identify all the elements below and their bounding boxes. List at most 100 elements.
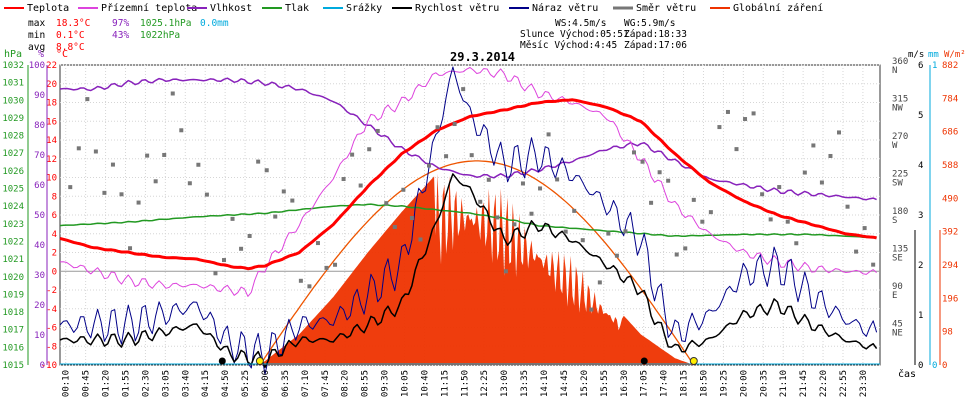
x-tick-label: 09:30 bbox=[381, 370, 391, 397]
temperature-tick-label: 4 bbox=[52, 230, 57, 240]
temperature-tick-label: -4 bbox=[46, 305, 57, 315]
wind-direction-mark bbox=[93, 149, 98, 154]
x-tick-label: 11:50 bbox=[460, 370, 470, 397]
legend-label: Teplota bbox=[27, 3, 69, 14]
humidity-tick-label: 90 bbox=[34, 91, 45, 101]
wind-speed-line bbox=[59, 173, 878, 369]
wind-direction-mark bbox=[495, 215, 500, 220]
radiation-tick-label: 490 bbox=[942, 194, 958, 204]
legend-item-globalni-zareni: Globální záření bbox=[710, 2, 823, 14]
stats-avg-temp: 8.8°C bbox=[56, 42, 85, 53]
x-tick-label: 07:10 bbox=[301, 370, 311, 397]
wind-direction-compass-label: NW bbox=[892, 104, 903, 114]
stats-block: max 18.3°C 97% 1025.1hPa 0.0mm min 0.1°C… bbox=[28, 18, 687, 53]
legend-label: Vlhkost bbox=[210, 3, 252, 14]
wind-direction-mark bbox=[563, 229, 568, 234]
pressure-tick-label: 1019 bbox=[2, 290, 24, 300]
wind-direction-mark bbox=[819, 180, 824, 185]
wind-direction-mark bbox=[119, 192, 124, 197]
wind-direction-mark bbox=[409, 216, 414, 221]
legend: Teplota Přízemní teplota Vlhkost Tlak Sr… bbox=[4, 2, 823, 14]
x-tick-label: 20:00 bbox=[739, 370, 749, 397]
temperature-tick-label: -2 bbox=[46, 286, 57, 296]
x-tick-label: 00:10 bbox=[62, 370, 72, 397]
x-tick-label: 13:35 bbox=[520, 370, 530, 397]
humidity-tick-label: 30 bbox=[34, 271, 45, 281]
wind-direction-mark bbox=[768, 217, 773, 222]
x-tick-label: 01:55 bbox=[121, 370, 131, 397]
legend-item-rychlost-vetru: Rychlost větru bbox=[392, 2, 499, 14]
wind-direction-mark bbox=[392, 225, 397, 230]
wind-direction-mark bbox=[256, 159, 261, 164]
wind-direction-mark bbox=[632, 150, 636, 155]
wind-direction-mark bbox=[85, 97, 90, 102]
wind-direction-mark bbox=[614, 253, 619, 258]
wind-direction-mark bbox=[837, 130, 841, 135]
pressure-tick-label: 1026 bbox=[2, 167, 24, 177]
wind-direction-mark bbox=[222, 258, 226, 263]
x-tick-label: 15:55 bbox=[600, 370, 610, 397]
legend-item-prizemni-teplota: Přízemní teplota bbox=[78, 2, 197, 14]
x-tick-label: 20:35 bbox=[759, 370, 769, 397]
wind-speed-tick-label: 4 bbox=[918, 161, 923, 171]
legend-item-vlhkost: Vlhkost bbox=[187, 3, 252, 14]
wind-direction-mark bbox=[136, 200, 141, 205]
temperature-tick-label: 14 bbox=[46, 136, 57, 146]
x-tick-label: 05:25 bbox=[241, 370, 251, 397]
wind-direction-mark bbox=[384, 201, 389, 206]
wind-direction-mark bbox=[239, 246, 244, 251]
axis-unit-pct: % bbox=[38, 49, 44, 60]
legend-label: Náraz větru bbox=[532, 2, 598, 14]
radiation-tick-label: 588 bbox=[942, 161, 958, 171]
temperature-tick-label: -10 bbox=[41, 361, 57, 371]
wind-direction-mark bbox=[725, 109, 730, 114]
temperature-tick-label: 18 bbox=[46, 99, 57, 109]
wind-direction-mark bbox=[674, 252, 679, 257]
wind-direction-tick-label: 315 bbox=[892, 95, 908, 105]
wind-direction-mark bbox=[307, 284, 312, 289]
x-tick-label: 08:55 bbox=[361, 370, 371, 397]
wind-direction-mark bbox=[785, 219, 790, 224]
x-tick-label: 16:30 bbox=[620, 370, 630, 397]
wind-direction-mark bbox=[333, 262, 338, 267]
wind-direction-tick-label: 45 bbox=[892, 320, 903, 330]
wind-direction-mark bbox=[657, 170, 662, 175]
wind-direction-mark bbox=[290, 198, 295, 203]
x-tick-label: 01:20 bbox=[102, 370, 112, 397]
humidity-tick-label: 100 bbox=[29, 61, 45, 71]
wind-direction-mark bbox=[683, 246, 688, 251]
wind-direction-mark bbox=[666, 178, 671, 183]
axis-unit-degc: °C bbox=[56, 49, 68, 60]
wind-direction-tick-label: 135 bbox=[892, 245, 908, 255]
pressure-line bbox=[59, 203, 877, 239]
wind-direction-mark bbox=[538, 186, 543, 191]
radiation-clear-sky-line bbox=[259, 160, 695, 366]
wind-direction-mark bbox=[76, 146, 81, 151]
wind-direction-mark bbox=[623, 229, 628, 234]
wind-direction-mark bbox=[315, 241, 320, 246]
wind-direction-mark bbox=[170, 91, 175, 96]
wind-direction-mark bbox=[145, 153, 150, 158]
wind-direction-mark bbox=[153, 179, 158, 184]
axis-unit-ms: m/s bbox=[908, 50, 924, 60]
wind-direction-compass-label: SW bbox=[892, 179, 903, 189]
legend-label: Přízemní teplota bbox=[101, 2, 197, 14]
plot-area bbox=[59, 64, 881, 375]
axis-unit-mm: mm bbox=[928, 50, 939, 60]
wind-direction-mark bbox=[478, 199, 483, 204]
wind-direction-mark bbox=[520, 181, 525, 186]
temperature-tick-label: 10 bbox=[46, 174, 57, 184]
wind-direction-mark bbox=[358, 183, 363, 188]
wind-speed-tick-label: 6 bbox=[918, 61, 923, 71]
wind-direction-mark bbox=[794, 241, 799, 246]
legend-item-smer-vetru: Směr větru bbox=[613, 2, 696, 14]
radiation-tick-label: 784 bbox=[942, 94, 958, 104]
x-tick-label: 14:45 bbox=[560, 370, 570, 397]
radiation-area bbox=[259, 173, 694, 365]
pressure-tick-label: 1028 bbox=[2, 132, 24, 142]
temperature-tick-label: 22 bbox=[46, 61, 57, 71]
humidity-tick-label: 80 bbox=[34, 121, 45, 131]
x-tick-label: 07:45 bbox=[321, 370, 331, 397]
legend-item-teplota: Teplota bbox=[4, 3, 69, 14]
